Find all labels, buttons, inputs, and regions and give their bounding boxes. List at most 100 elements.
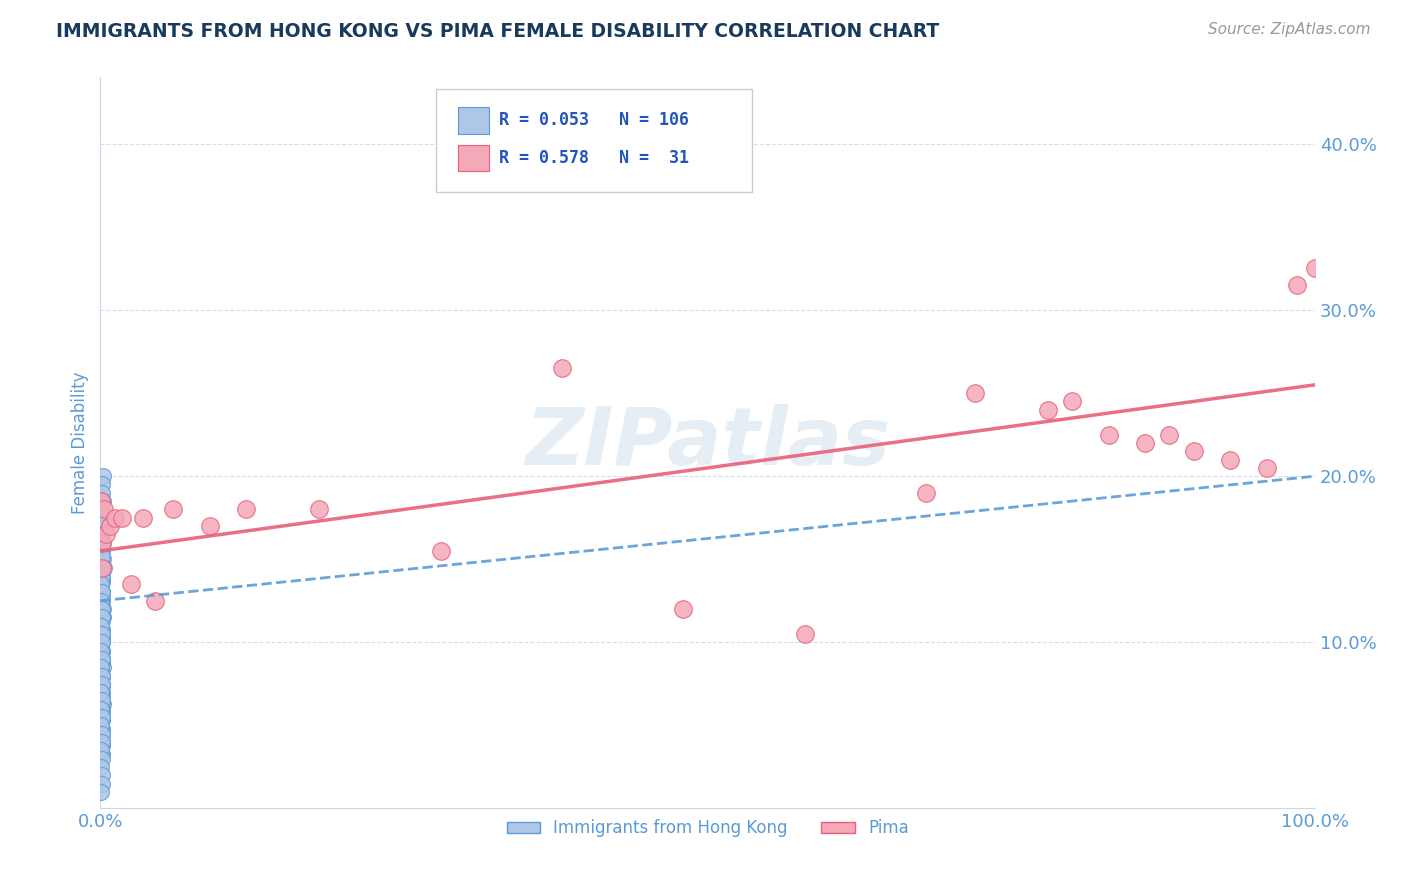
Point [91, 630, 114, 644]
Point [90, 662, 112, 676]
Point [90, 627, 112, 641]
Text: Source: ZipAtlas.com: Source: ZipAtlas.com [1208, 22, 1371, 37]
Point [91, 614, 114, 628]
Point [90, 585, 112, 599]
Point [90, 760, 112, 774]
Point [90, 720, 112, 734]
Point [91, 602, 114, 616]
Point [90, 743, 112, 757]
Point [90, 516, 112, 530]
Point [90, 703, 112, 717]
Point [90, 751, 112, 765]
Point [90, 695, 112, 709]
Text: ZIPatlas: ZIPatlas [526, 404, 890, 482]
Point [91, 575, 114, 590]
Point [1182, 444, 1205, 458]
Point [162, 502, 184, 516]
Point [1062, 394, 1084, 409]
Point [90, 693, 112, 707]
Point [90, 610, 112, 624]
Point [91, 702, 114, 716]
Point [91, 535, 114, 549]
Point [90, 712, 112, 726]
Point [90, 539, 112, 553]
Point [1159, 427, 1181, 442]
Point [90, 727, 112, 741]
Point [91, 485, 114, 500]
Point [90, 544, 112, 558]
Point [90, 735, 112, 749]
Point [1133, 436, 1156, 450]
Point [794, 627, 817, 641]
Point [90, 672, 112, 686]
Point [90, 627, 112, 641]
Point [90, 618, 112, 632]
Point [91, 660, 114, 674]
Point [90, 569, 112, 583]
Point [91, 727, 114, 741]
Point [91, 610, 114, 624]
Point [98, 519, 121, 533]
Point [90, 718, 112, 732]
Point [90, 689, 112, 703]
Point [1036, 402, 1059, 417]
Point [90, 710, 112, 724]
Point [91, 768, 114, 782]
Point [90, 506, 112, 520]
Legend: Immigrants from Hong Kong, Pima: Immigrants from Hong Kong, Pima [501, 813, 915, 844]
Point [90, 714, 112, 728]
Point [90, 702, 112, 716]
Point [90, 652, 112, 666]
Point [90, 597, 112, 611]
Point [90, 594, 112, 608]
Point [90, 639, 112, 653]
Point [93, 560, 115, 574]
Point [90, 670, 112, 684]
Point [90, 556, 112, 570]
Point [90, 564, 112, 578]
Point [1098, 427, 1121, 442]
Point [96, 527, 118, 541]
Point [90, 687, 112, 701]
Point [90, 494, 112, 508]
Text: R = 0.578   N =  31: R = 0.578 N = 31 [499, 149, 689, 167]
Point [90, 730, 112, 744]
Point [90, 743, 112, 757]
Point [91, 469, 114, 483]
Point [429, 544, 451, 558]
Point [143, 594, 166, 608]
Point [90, 620, 112, 634]
Point [90, 652, 112, 666]
Point [915, 485, 938, 500]
Point [111, 510, 134, 524]
Point [90, 654, 112, 668]
Point [91, 635, 114, 649]
Point [91, 677, 114, 691]
Point [308, 502, 330, 516]
Point [90, 668, 112, 682]
Point [91, 655, 114, 669]
Point [963, 386, 986, 401]
Point [90, 776, 112, 790]
Point [1303, 261, 1326, 276]
Point [90, 643, 112, 657]
Point [91, 645, 114, 659]
Point [90, 549, 112, 563]
Point [90, 685, 112, 699]
Point [90, 668, 112, 682]
Point [91, 635, 114, 649]
Point [91, 560, 114, 574]
Point [90, 643, 112, 657]
Point [93, 502, 115, 516]
Point [90, 589, 112, 603]
Point [91, 678, 114, 692]
Point [90, 594, 112, 608]
Point [90, 577, 112, 591]
Point [90, 556, 112, 570]
Point [90, 618, 112, 632]
Point [90, 718, 112, 732]
Point [1256, 461, 1278, 475]
Point [90, 606, 112, 620]
Point [132, 510, 155, 524]
Point [91, 602, 114, 616]
